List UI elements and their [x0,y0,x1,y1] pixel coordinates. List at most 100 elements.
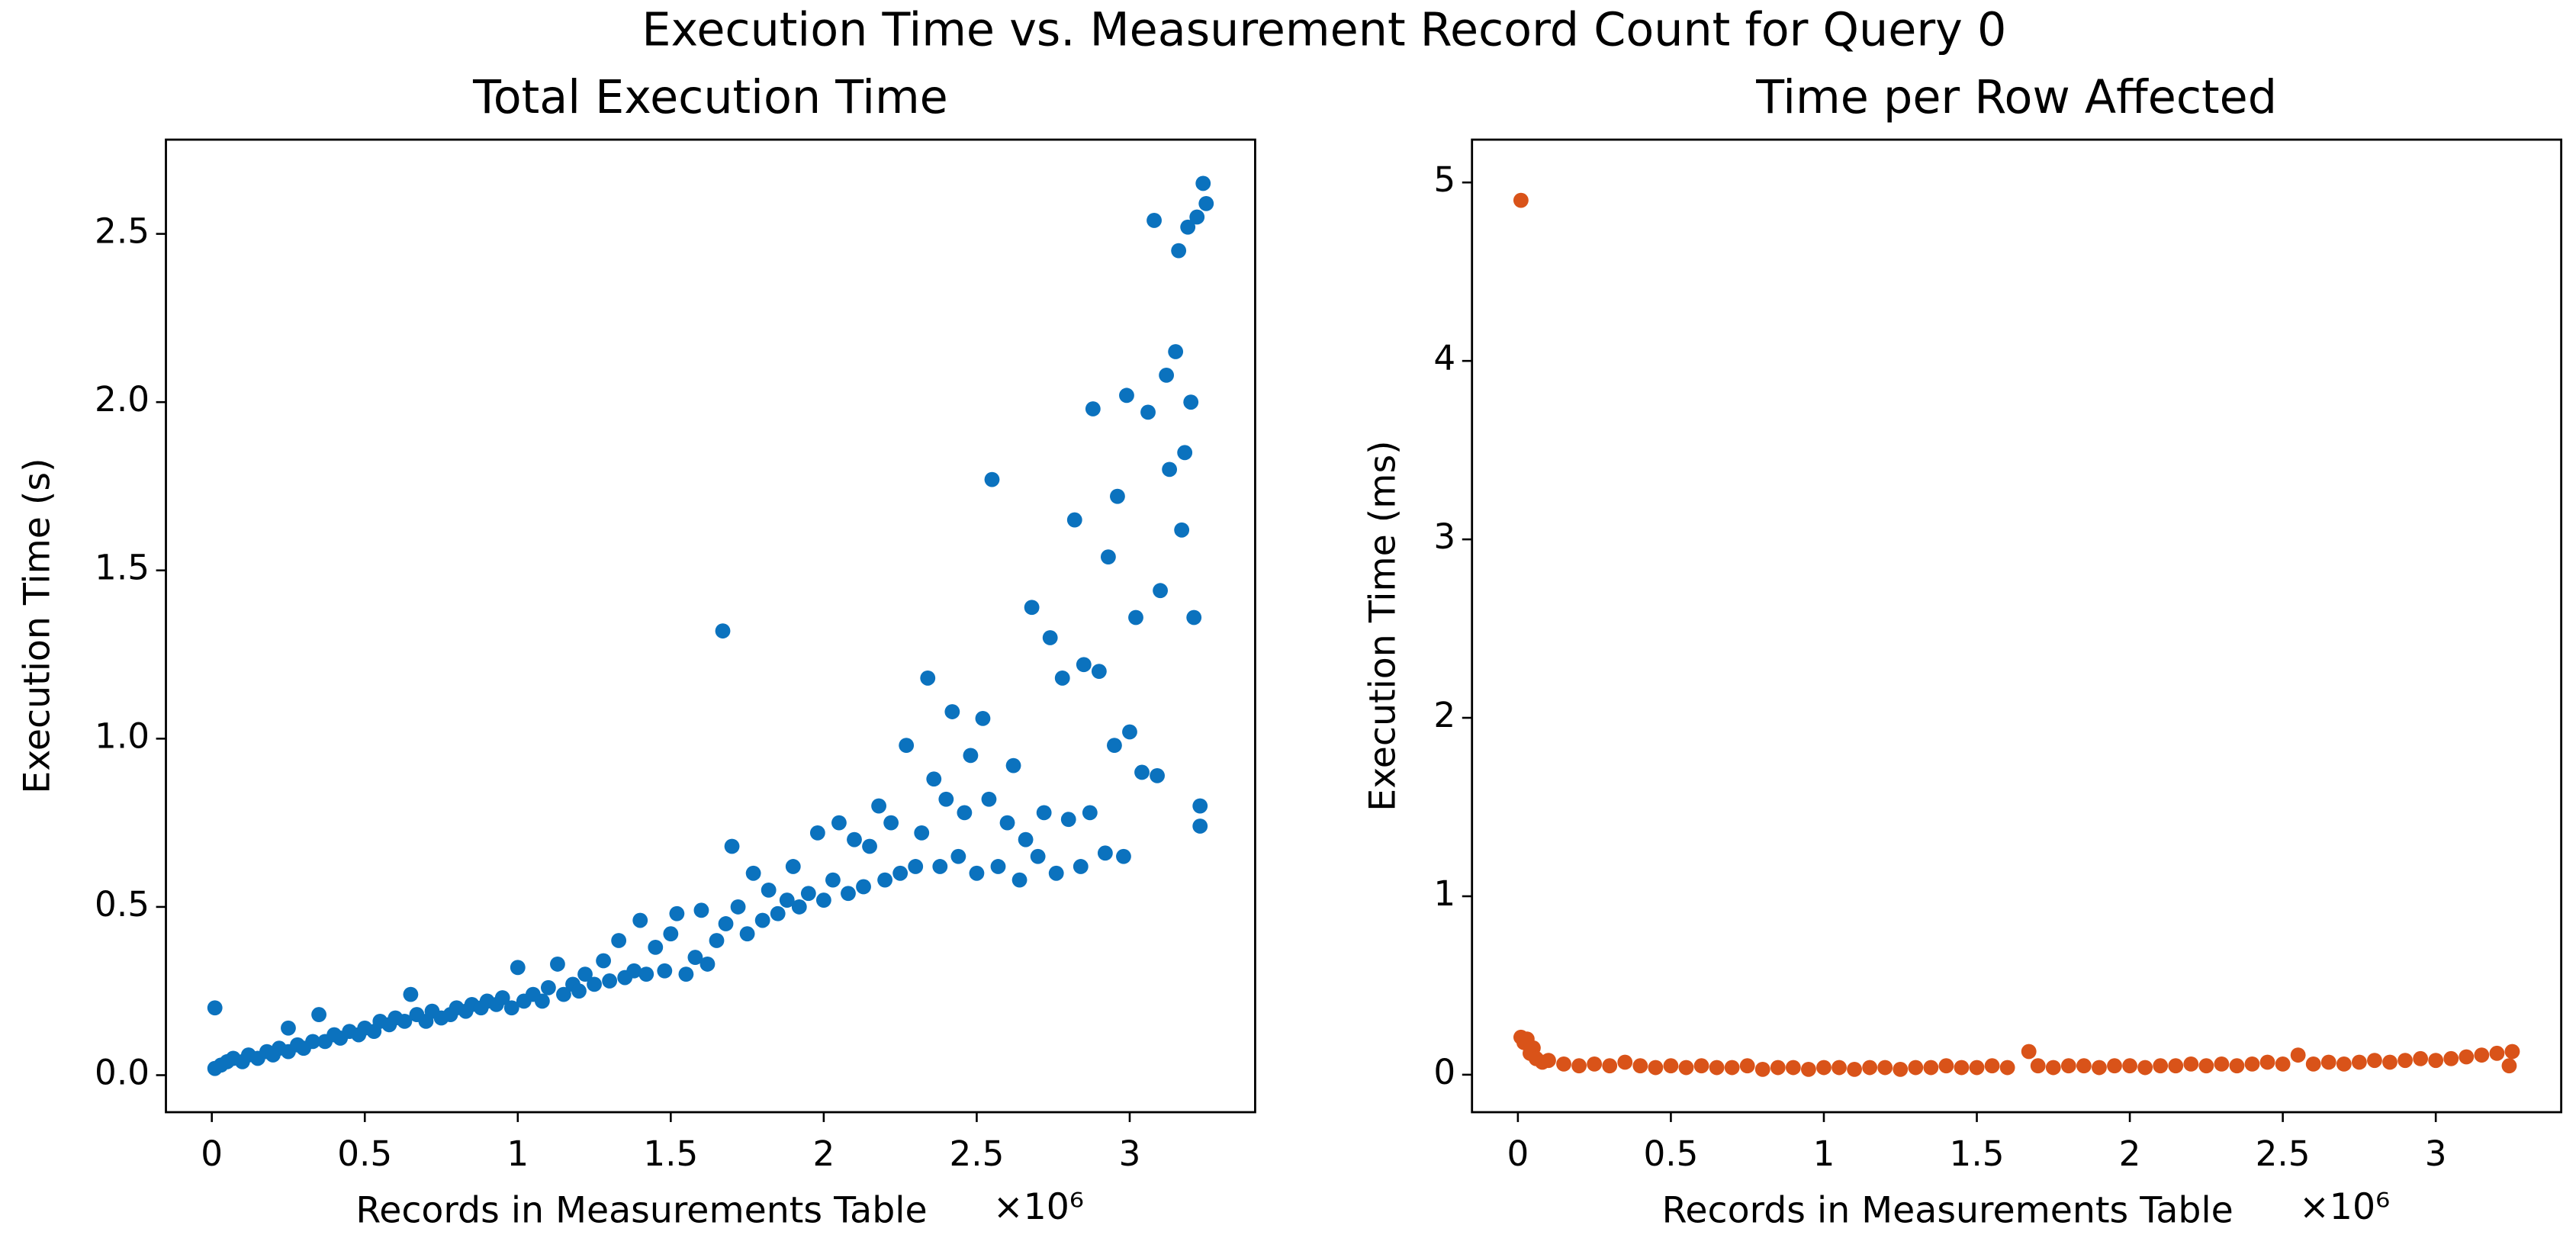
point [926,771,942,787]
point [1969,1060,1985,1076]
point [2137,1060,2153,1076]
point [1186,609,1202,626]
point [809,825,825,841]
point [1153,583,1168,599]
point [693,902,709,918]
point [892,865,909,881]
point [669,905,685,921]
point [2501,1058,2517,1074]
point [831,815,847,831]
point [2367,1053,2382,1069]
point [638,966,654,982]
point [2413,1050,2429,1066]
x-tick-label: 1 [507,1134,529,1174]
point [2459,1049,2475,1065]
point [1150,767,1165,783]
point [761,882,777,898]
point [1060,812,1076,828]
point [1162,461,1178,478]
point [305,1034,320,1050]
point [1030,848,1046,864]
x-tick-label: 2 [2119,1134,2141,1174]
point [1146,213,1162,228]
y-tick-label: 2.0 [95,379,150,420]
point [1066,512,1082,528]
point [718,916,734,931]
point [1177,445,1193,461]
point [785,859,801,874]
point [397,1013,413,1029]
point [999,815,1015,831]
point [1073,859,1089,874]
point [2229,1058,2245,1074]
point [856,879,871,895]
point [2290,1047,2306,1063]
x-tick-label: 2.5 [2256,1134,2311,1174]
point [1648,1060,1664,1076]
point [825,872,841,888]
point [791,899,807,915]
x-tick-label: 0.5 [1643,1134,1698,1174]
point [2259,1054,2275,1070]
point [841,886,856,902]
x-offset-label: ×10⁶ [2299,1186,2390,1228]
x-axis-label: Records in Measurements Table [1662,1189,2233,1231]
x-tick-label: 0.5 [337,1134,392,1174]
point [2428,1053,2444,1069]
point [281,1020,296,1036]
point [969,865,985,881]
point [914,825,930,841]
point [1097,845,1113,861]
point [2183,1056,2199,1072]
point [1128,609,1143,626]
point [2305,1056,2321,1072]
x-tick-label: 3 [1119,1134,1141,1174]
point [715,623,731,639]
point [1923,1060,1939,1076]
point [207,1000,223,1016]
point [1954,1060,1970,1076]
point [724,838,740,854]
point [908,859,924,874]
x-tick-label: 2 [812,1134,835,1174]
point [1847,1061,1862,1077]
point [745,865,761,881]
point [1862,1060,1878,1076]
y-tick-label: 2.5 [95,211,150,252]
point [1198,195,1214,211]
point [1785,1060,1801,1076]
y-tick-label: 1 [1433,873,1455,914]
point [510,960,526,976]
axes-title: Time per Row Affected [1755,71,2277,124]
point [1180,219,1196,235]
point [678,966,694,982]
point [2198,1058,2214,1074]
point [1085,401,1101,416]
point [2336,1056,2352,1072]
point [632,912,648,928]
point [1832,1060,1847,1076]
point [1005,757,1021,773]
point [1195,175,1211,191]
point [587,976,602,992]
point [1011,872,1028,888]
x-tick-label: 0 [201,1134,223,1174]
point [847,831,862,847]
point [1168,344,1184,359]
point [2398,1053,2413,1069]
point [311,1007,326,1022]
point [1617,1054,1633,1070]
point [1556,1056,1571,1072]
point [950,848,966,864]
y-tick-label: 0.5 [95,884,150,925]
point [770,905,786,921]
point [2382,1054,2398,1070]
point [1192,818,1208,834]
figure-title: Execution Time vs. Measurement Record Co… [642,4,2006,57]
point [2076,1058,2092,1074]
y-tick-label: 0 [1433,1052,1455,1092]
x-offset-label: ×10⁶ [993,1186,1084,1228]
point [1091,664,1107,680]
point [2122,1058,2137,1074]
point [657,963,673,979]
